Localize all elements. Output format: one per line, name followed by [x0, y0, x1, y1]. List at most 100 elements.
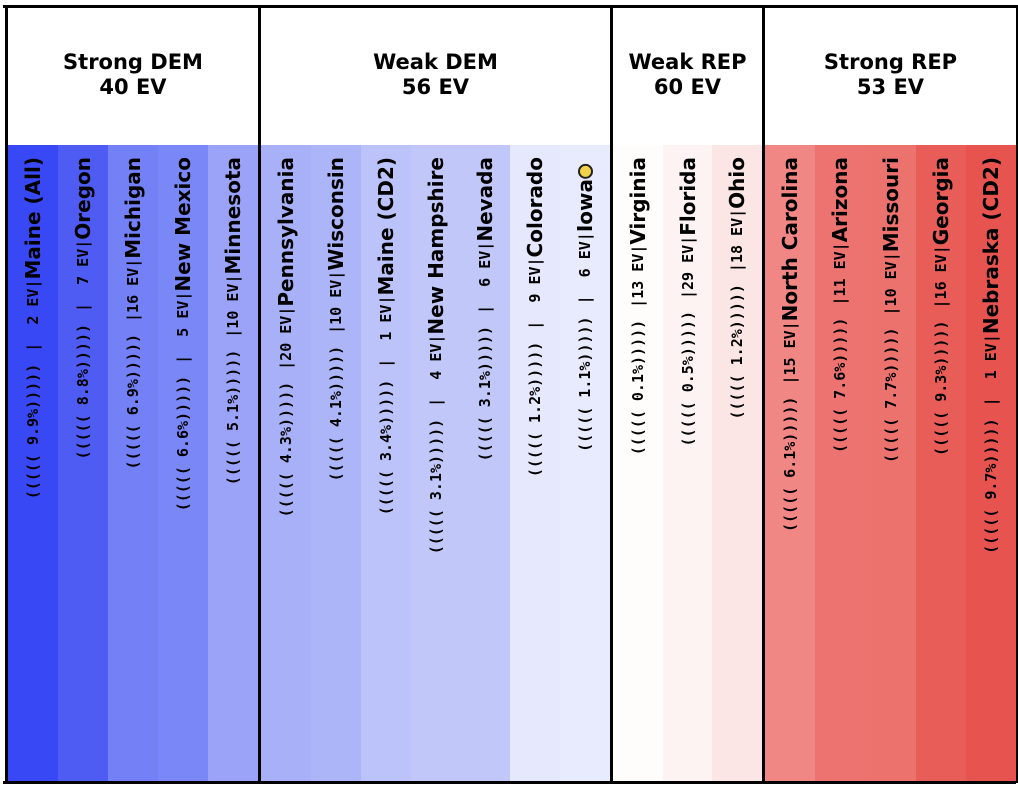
state-margin: ((((( 1.2%))))): [526, 341, 545, 478]
state-column-iowa: Iowa | 6 EV| ((((( 1.1%))))): [560, 145, 611, 783]
state-label: Nevada | 6 EV| ((((( 3.1%))))): [473, 157, 497, 479]
state-label: Florida |29 EV| ((((( 0.5%))))): [676, 157, 700, 464]
state-name: Maine (All): [21, 157, 45, 280]
state-name: Missouri: [878, 157, 903, 253]
state-name: Minnesota: [221, 157, 245, 275]
state-column-michigan: Michigan |16 EV| ((((( 6.9%))))): [108, 145, 158, 783]
state-label: Ohio |18 EV| ((((( 1.2%))))): [725, 157, 749, 438]
state-ev: |11 EV|: [831, 242, 850, 306]
state-column-missouri: Missouri |10 EV| ((((( 7.7%))))): [865, 145, 916, 783]
state-ev: | 9 EV|: [526, 257, 545, 330]
state-margin: ((((( 7.6%))))): [831, 317, 850, 453]
state-name: North Carolina: [778, 157, 803, 322]
state-column-ohio: Ohio |18 EV| ((((( 1.2%))))): [712, 145, 763, 783]
state-name: Oregon: [71, 157, 95, 240]
state-margin: ((((( 4.3%))))): [276, 381, 295, 518]
group-columns: North Carolina |15 EV| ((((( 6.1%))))) Ariz…: [765, 145, 1017, 783]
state-margin: ((((( 1.1%))))): [576, 316, 595, 452]
state-margin: ((((( 9.3%))))): [931, 320, 950, 456]
state-ev: |18 EV|: [728, 208, 747, 273]
state-ev: | 1 EV|: [376, 295, 395, 368]
state-margin: ((((( 5.1%))))): [224, 349, 242, 486]
state-ev: |10 EV|: [881, 252, 900, 316]
group-columns: Pennsylvania |20 EV| ((((( 4.3%))))) Wiscon…: [261, 145, 611, 783]
top-border: [3, 5, 1016, 8]
state-label: Iowa | 6 EV| ((((( 1.1%))))): [573, 157, 597, 470]
state-label: Maine (CD2) | 1 EV| ((((( 3.4%))))): [374, 157, 398, 533]
state-ev: |20 EV|: [276, 306, 295, 370]
state-column-new-hampshire: New Hampshire | 4 EV| ((((( 3.1%))))): [410, 145, 461, 783]
group-ev-total: 56 EV: [401, 75, 470, 99]
state-margin: ((((( 7.7%))))): [881, 327, 900, 463]
state-label: Wisconsin |10 EV| ((((( 4.1%))))): [324, 157, 348, 499]
state-label: Colorado | 9 EV| ((((( 1.2%))))): [523, 157, 547, 495]
state-name: Nebraska (CD2): [978, 157, 1003, 335]
state-column-maine-cd2: Maine (CD2) | 1 EV| ((((( 3.4%))))): [360, 145, 411, 783]
group-divider: [258, 5, 261, 783]
group-ev-total: 40 EV: [99, 75, 167, 99]
state-name: Iowa: [573, 179, 598, 233]
state-name: Virginia: [625, 157, 650, 245]
group-ev-total: 60 EV: [653, 75, 722, 99]
bottom-border: [3, 781, 1016, 784]
state-ev: | 7 EV|: [74, 239, 92, 312]
state-name: Wisconsin: [323, 157, 348, 271]
state-name: Pennsylvania: [273, 157, 298, 307]
group-weak-dem: Weak DEM 56 EV Pennsylvania |20 EV| ((((( 4.…: [261, 5, 611, 783]
state-margin: ((((( 3.1%))))): [426, 418, 445, 555]
state-ev: | 5 EV|: [174, 291, 192, 364]
state-name: Nevada: [473, 157, 498, 242]
group-divider: [762, 5, 765, 783]
group-strong-dem: Strong DEM 40 EV Maine (All) | 2 EV| ((((( 9…: [8, 5, 258, 783]
state-name: Georgia: [928, 157, 953, 246]
state-ev: | 1 EV|: [981, 334, 1000, 407]
state-label: Maine (All) | 2 EV| ((((( 9.9%))))): [21, 157, 45, 517]
group-divider: [5, 5, 8, 783]
state-ev: |16 EV|: [931, 245, 950, 309]
group-header: Strong REP 53 EV: [765, 5, 1016, 145]
group-header: Weak DEM 56 EV: [261, 5, 610, 145]
state-ev: |15 EV|: [781, 321, 800, 385]
group-label: Weak REP: [628, 50, 747, 74]
state-name: Colorado: [523, 157, 548, 258]
state-ev: |10 EV|: [326, 270, 345, 334]
state-label: Georgia |16 EV| ((((( 9.3%))))): [929, 157, 953, 474]
state-name: New Mexico: [171, 157, 195, 292]
state-margin: ((((( 3.4%))))): [376, 379, 395, 516]
state-margin: ((((( 0.1%))))): [628, 319, 647, 456]
state-column-wisconsin: Wisconsin |10 EV| ((((( 4.1%))))): [310, 145, 361, 783]
state-ev: |16 EV|: [124, 258, 142, 322]
state-name: New Hampshire: [423, 157, 448, 335]
group-label: Strong DEM: [63, 50, 203, 74]
state-name: Ohio: [725, 157, 750, 209]
state-name: Maine (CD2): [373, 157, 398, 296]
state-label: Minnesota |10 EV| ((((( 5.1%))))): [221, 157, 245, 503]
state-label: New Mexico | 5 EV| ((((( 6.6%))))): [171, 157, 195, 529]
state-column-maine-all: Maine (All) | 2 EV| ((((( 9.9%))))): [8, 145, 58, 783]
state-column-new-mexico: New Mexico | 5 EV| ((((( 6.6%))))): [158, 145, 208, 783]
state-ev: | 4 EV|: [426, 334, 445, 407]
state-margin: ((((( 8.8%))))): [74, 323, 92, 460]
state-label: Pennsylvania |20 EV| ((((( 4.3%))))): [274, 157, 298, 535]
state-label: New Hampshire | 4 EV| ((((( 3.1%))))): [424, 157, 448, 572]
group-columns: Virginia |13 EV| ((((( 0.1%))))) Florida |29…: [613, 145, 763, 783]
state-margin: ((((( 0.5%))))): [678, 311, 697, 447]
state-column-virginia: Virginia |13 EV| ((((( 0.1%))))): [613, 145, 663, 783]
state-column-georgia: Georgia |16 EV| ((((( 9.3%))))): [915, 145, 966, 783]
group-label: Strong REP: [823, 50, 958, 74]
state-margin: ((((( 3.1%))))): [476, 325, 495, 462]
state-column-minnesota: Minnesota |10 EV| ((((( 5.1%))))): [208, 145, 258, 783]
state-label: Michigan |16 EV| ((((( 6.9%))))): [121, 157, 145, 487]
state-label: Nebraska (CD2) | 1 EV| ((((( 9.7%))))): [979, 157, 1003, 572]
state-column-pennsylvania: Pennsylvania |20 EV| ((((( 4.3%))))): [261, 145, 311, 783]
state-margin: ((((( 6.1%))))): [781, 396, 800, 533]
group-header: Weak REP 60 EV: [613, 5, 762, 145]
state-label: Missouri |10 EV| ((((( 7.7%))))): [879, 157, 903, 481]
state-margin: ((((( 9.9%))))): [24, 363, 42, 500]
state-ev: |29 EV|: [678, 235, 697, 300]
state-column-nebraska-cd2: Nebraska (CD2) | 1 EV| ((((( 9.7%))))): [965, 145, 1017, 783]
group-label: Weak DEM: [373, 50, 498, 74]
state-margin: ((((( 1.2%))))): [728, 284, 747, 420]
state-ev: | 2 EV|: [24, 279, 42, 352]
state-column-arizona: Arizona |11 EV| ((((( 7.6%))))): [815, 145, 866, 783]
